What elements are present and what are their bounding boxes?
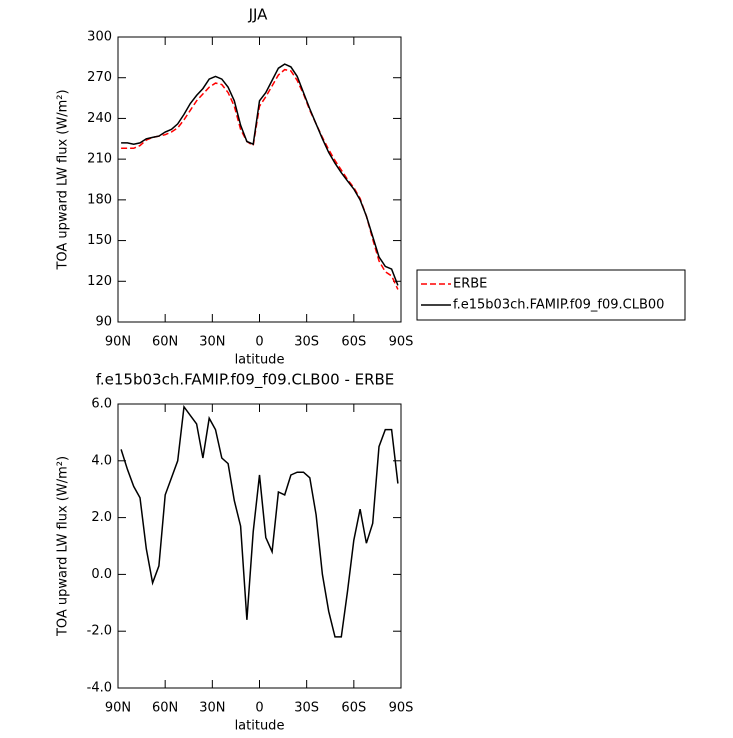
- y-tick-label: -4.0: [87, 681, 112, 696]
- x-tick-label: 90S: [389, 701, 414, 716]
- chart-title: f.e15b03ch.FAMIP.f09_f09.CLB00 - ERBE: [96, 371, 395, 390]
- x-axis-label: latitude: [235, 353, 285, 368]
- y-tick-label: 180: [87, 192, 112, 207]
- x-tick-label: 60N: [152, 701, 178, 716]
- x-tick-label: 30S: [294, 335, 319, 350]
- x-tick-label: 0: [255, 335, 263, 350]
- x-tick-label: 60S: [341, 701, 366, 716]
- x-tick-label: 0: [255, 701, 263, 716]
- y-tick-label: -2.0: [87, 624, 112, 639]
- x-tick-label: 90N: [105, 335, 131, 350]
- legend-box: [416, 269, 686, 321]
- y-tick-label: 90: [95, 315, 112, 330]
- y-tick-label: 6.0: [91, 397, 112, 412]
- legend-label: f.e15b03ch.FAMIP.f09_f09.CLB00: [453, 298, 664, 313]
- x-tick-label: 90N: [105, 701, 131, 716]
- y-tick-label: 150: [87, 233, 112, 248]
- x-tick-label: 30S: [294, 701, 319, 716]
- series-line: [121, 68, 399, 290]
- x-tick-label: 30N: [199, 335, 225, 350]
- x-axis-label: latitude: [235, 719, 285, 734]
- y-tick-label: 0.0: [91, 567, 112, 582]
- chart-title: JJA: [248, 6, 269, 24]
- legend-label: ERBE: [453, 277, 487, 292]
- y-tick-label: 270: [87, 70, 112, 85]
- x-tick-label: 30N: [199, 701, 225, 716]
- y-tick-label: 2.0: [91, 510, 112, 525]
- x-tick-label: 60S: [341, 335, 366, 350]
- y-axis-label: TOA upward LW flux (W/m²): [56, 89, 71, 270]
- y-tick-label: 240: [87, 111, 112, 126]
- y-tick-label: 4.0: [91, 453, 112, 468]
- series-line: [120, 404, 399, 638]
- x-tick-label: 60N: [152, 335, 178, 350]
- y-tick-label: 300: [87, 30, 112, 45]
- y-tick-label: 120: [87, 274, 112, 289]
- plot-frame: [117, 36, 402, 323]
- x-tick-label: 90S: [389, 335, 414, 350]
- y-tick-label: 210: [87, 152, 112, 167]
- series-line: [121, 63, 399, 286]
- y-axis-label: TOA upward LW flux (W/m²): [56, 456, 71, 637]
